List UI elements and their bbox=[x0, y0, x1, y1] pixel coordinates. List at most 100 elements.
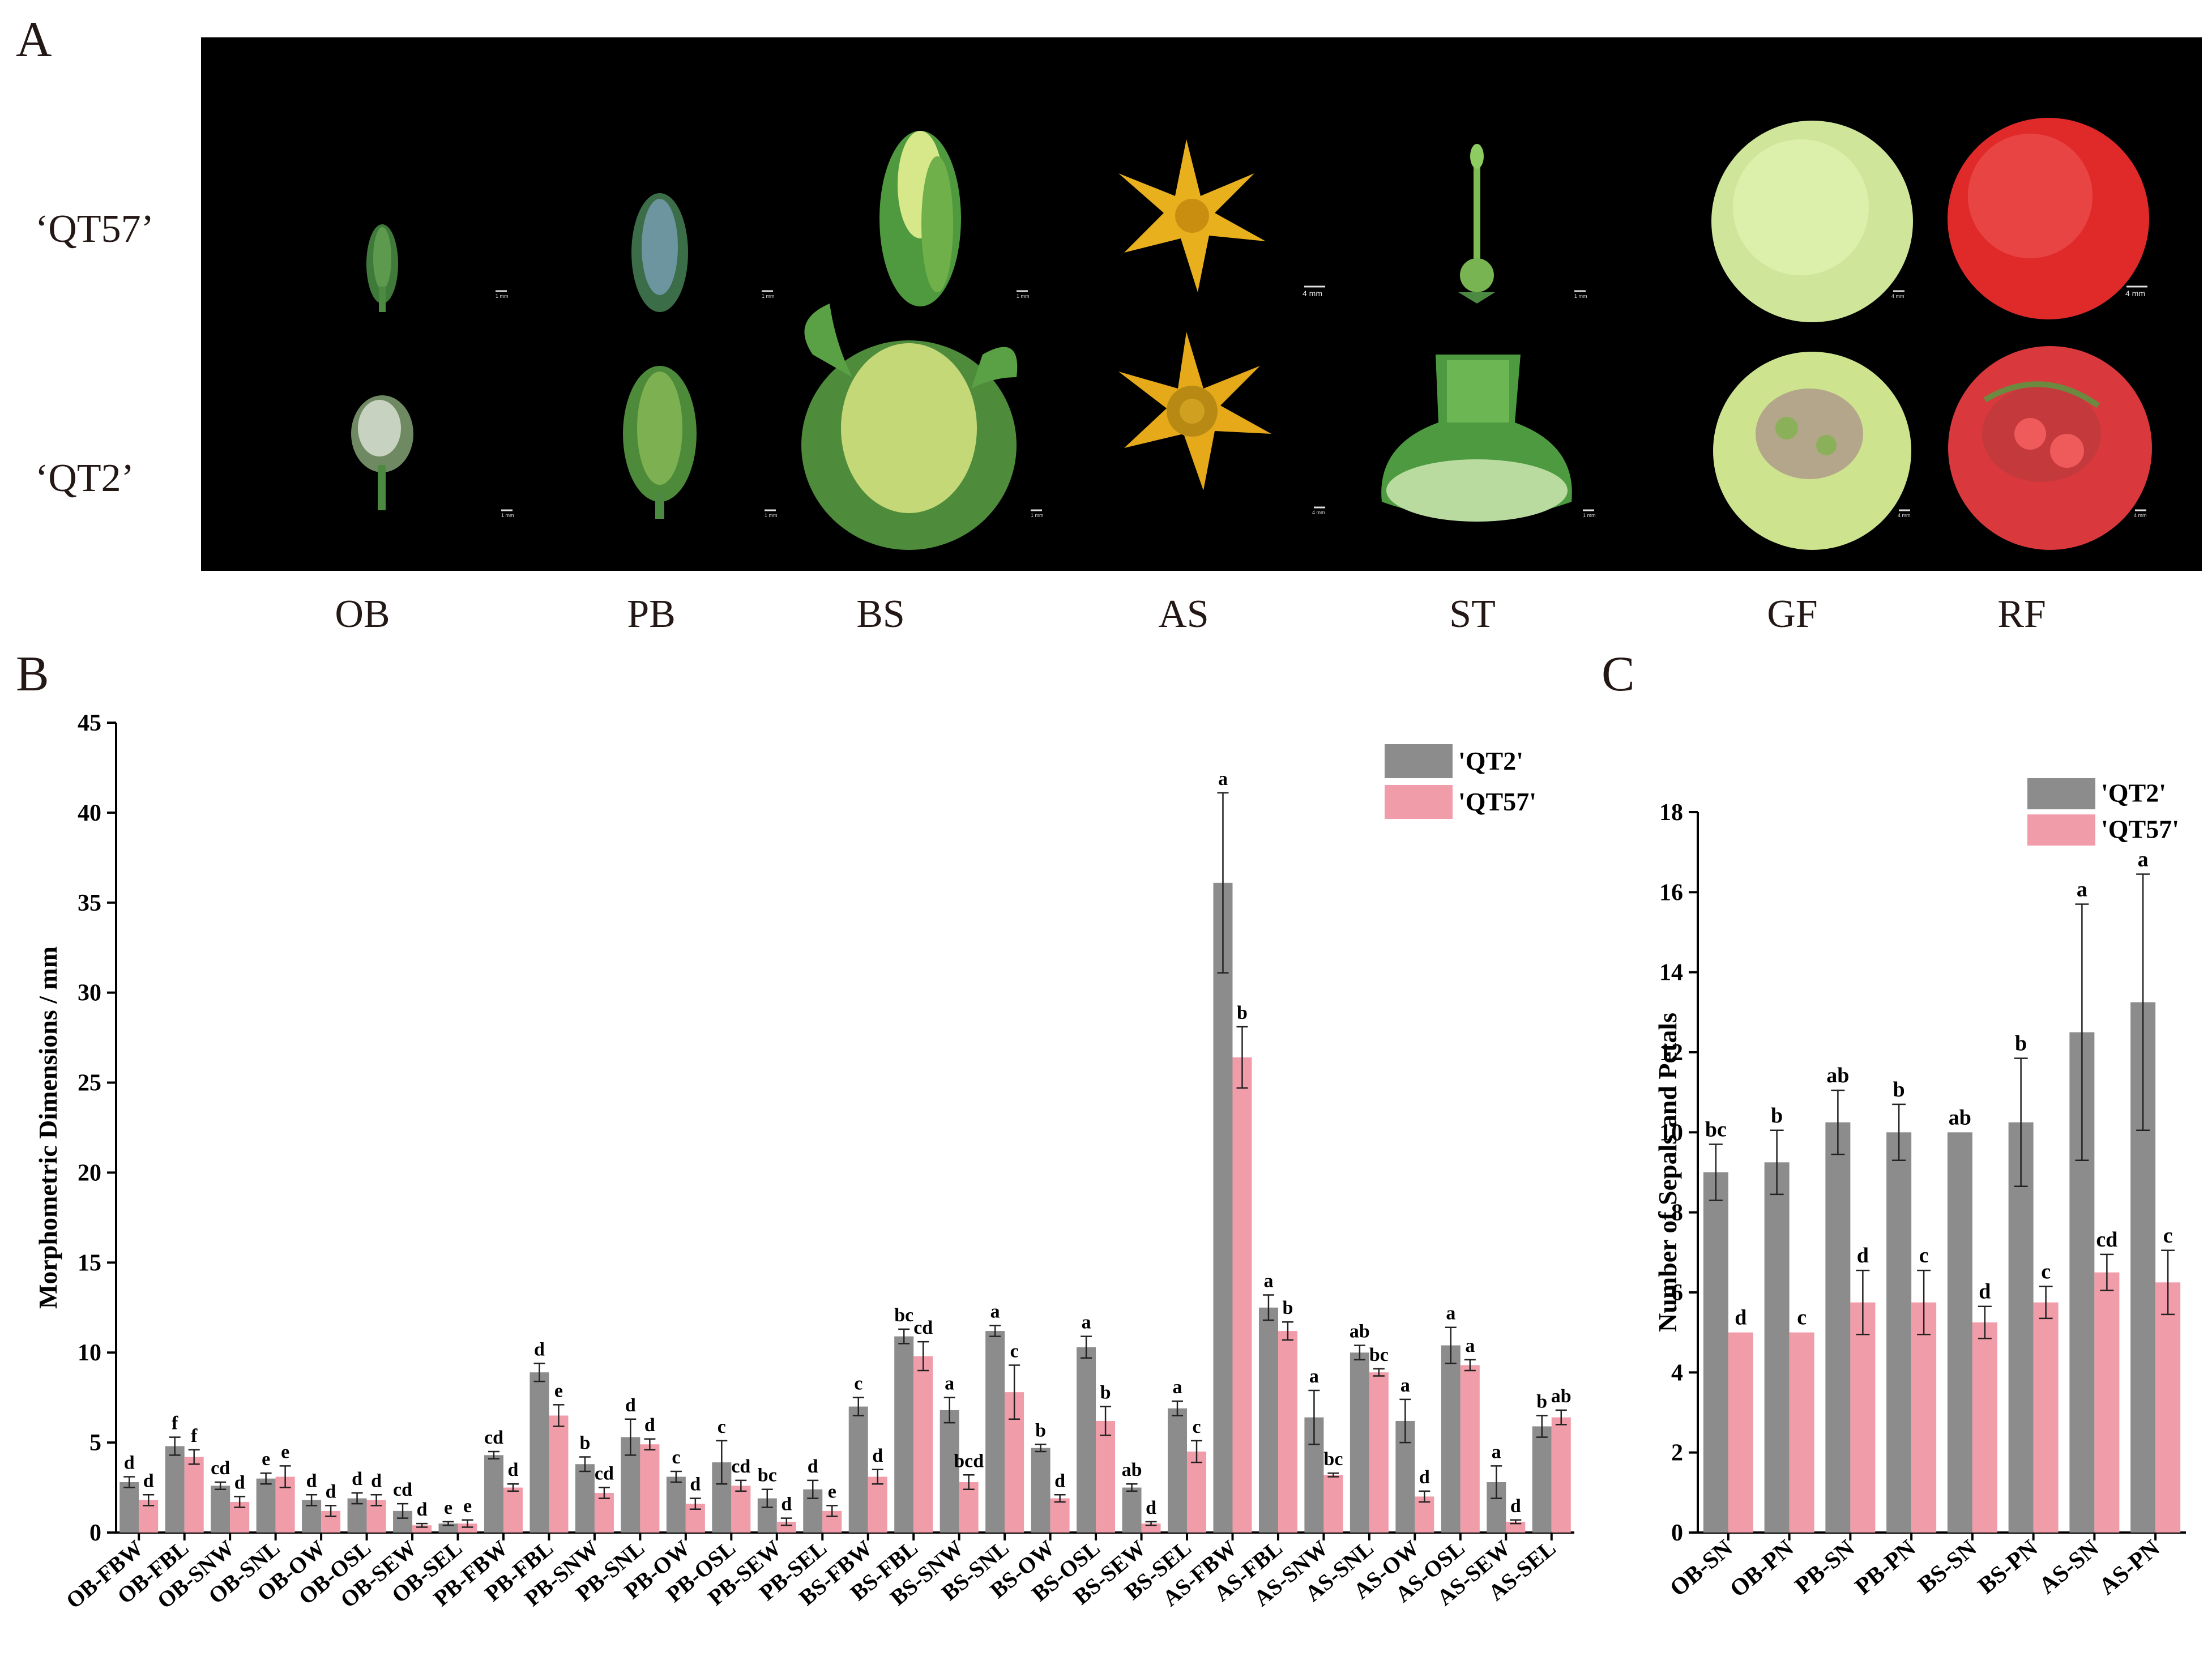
significance-letter: d bbox=[1857, 1244, 1869, 1267]
significance-letter: b bbox=[1771, 1104, 1783, 1128]
bar bbox=[1850, 1302, 1876, 1533]
bar bbox=[985, 1331, 1005, 1533]
specimen-bs-qt2 bbox=[801, 304, 1018, 550]
significance-letter: a bbox=[1082, 1312, 1091, 1333]
bar bbox=[119, 1482, 139, 1533]
x-tick-label: PB-PN bbox=[1850, 1535, 1920, 1600]
specimen-st-qt57 bbox=[1458, 144, 1495, 304]
significance-letter: d bbox=[625, 1395, 636, 1416]
bar bbox=[1187, 1452, 1207, 1533]
bar bbox=[503, 1487, 523, 1533]
bar bbox=[913, 1356, 933, 1533]
y-tick-label: 35 bbox=[78, 890, 101, 916]
scale-label: 4 mm bbox=[2125, 289, 2145, 298]
significance-letter: d bbox=[371, 1470, 382, 1491]
stage-label-rf: RF bbox=[1997, 592, 2046, 636]
bar bbox=[2008, 1122, 2034, 1533]
legend-label: 'QT2' bbox=[2101, 778, 2166, 807]
bar bbox=[575, 1464, 595, 1533]
significance-letter: a bbox=[1309, 1366, 1319, 1387]
significance-letter: cd bbox=[731, 1456, 750, 1477]
bar bbox=[2033, 1302, 2059, 1533]
significance-letter: e bbox=[444, 1497, 452, 1518]
significance-letter: a bbox=[1218, 769, 1228, 789]
chart-b: 0 5 10 15 20 25 30 35 40 45 Morphometric Dimension… bbox=[33, 710, 1574, 1614]
significance-letter: b bbox=[1100, 1382, 1111, 1403]
significance-letter: d bbox=[1510, 1496, 1521, 1517]
significance-letter: a bbox=[1446, 1303, 1455, 1324]
scale-label: 1 mm bbox=[1583, 513, 1596, 518]
bar bbox=[868, 1476, 887, 1533]
significance-letter: d bbox=[234, 1472, 245, 1493]
stage-label-gf: GF bbox=[1767, 592, 1818, 636]
scale-label: 4 mm bbox=[2134, 513, 2147, 518]
bar bbox=[666, 1476, 686, 1533]
bar bbox=[848, 1406, 868, 1533]
bar bbox=[594, 1493, 614, 1533]
significance-letter: e bbox=[554, 1380, 563, 1401]
significance-letter: b bbox=[1893, 1078, 1905, 1102]
legend-swatch bbox=[1385, 785, 1453, 819]
specimen-gf-qt2 bbox=[1713, 352, 1911, 550]
significance-letter: bc bbox=[894, 1305, 913, 1326]
specimen-as-qt57 bbox=[1118, 139, 1266, 292]
significance-letter: d bbox=[1054, 1470, 1065, 1491]
bar bbox=[940, 1410, 959, 1533]
x-tick-label: AS-SN bbox=[2034, 1535, 2104, 1599]
significance-letter: cd bbox=[393, 1479, 412, 1500]
legend-label: 'QT57' bbox=[2101, 814, 2179, 843]
significance-letter: c bbox=[1010, 1341, 1019, 1361]
bar bbox=[1728, 1332, 1753, 1533]
significance-letter: d bbox=[508, 1459, 519, 1480]
bar bbox=[1789, 1332, 1814, 1533]
bar bbox=[2155, 1282, 2181, 1533]
bar bbox=[256, 1478, 276, 1533]
bar bbox=[731, 1486, 751, 1533]
significance-letter: c bbox=[718, 1416, 726, 1437]
bar bbox=[458, 1523, 477, 1533]
significance-letter: ab bbox=[1949, 1106, 1971, 1129]
bar bbox=[1532, 1426, 1552, 1533]
scale-label: 1 mm bbox=[1017, 293, 1030, 299]
bar bbox=[1232, 1057, 1252, 1533]
significance-letter: d bbox=[1979, 1280, 1991, 1304]
x-tick-label: PB-SN bbox=[1790, 1535, 1860, 1599]
significance-letter: e bbox=[281, 1441, 289, 1462]
significance-letter: a bbox=[945, 1373, 954, 1394]
bar bbox=[1911, 1302, 1937, 1533]
y-tick-label: 15 bbox=[78, 1250, 101, 1276]
significance-letter: b bbox=[1035, 1420, 1046, 1441]
y-tick-label: 10 bbox=[78, 1340, 101, 1366]
bar bbox=[529, 1372, 549, 1533]
specimen-pb-qt57 bbox=[631, 193, 688, 312]
significance-letter: c bbox=[854, 1373, 862, 1394]
y-axis-label: Morphometric Dimensions / mm bbox=[33, 946, 62, 1309]
significance-letter: bc bbox=[1369, 1345, 1389, 1365]
bar bbox=[1441, 1345, 1461, 1533]
significance-letter: e bbox=[828, 1481, 836, 1502]
bar bbox=[1703, 1172, 1728, 1533]
bar bbox=[1031, 1448, 1051, 1533]
bar bbox=[776, 1521, 796, 1533]
significance-letter: cd bbox=[2096, 1228, 2117, 1252]
significance-letter: ab bbox=[1122, 1459, 1142, 1480]
significance-letter: a bbox=[1263, 1271, 1273, 1292]
scale-label: 1 mm bbox=[762, 293, 775, 299]
bar bbox=[1077, 1347, 1096, 1533]
y-axis-label: Number of Sepals and Petals bbox=[1653, 1013, 1682, 1332]
significance-letter: bc bbox=[1323, 1449, 1343, 1470]
specimen-pb-qt2 bbox=[623, 366, 697, 519]
scale-label: 1 mm bbox=[1031, 513, 1044, 518]
significance-letter: d bbox=[690, 1474, 701, 1495]
y-tick-label: 25 bbox=[78, 1070, 101, 1096]
row-label-qt57: ‘QT57’ bbox=[35, 207, 154, 251]
significance-letter: a bbox=[2138, 848, 2149, 872]
y-tick-label: 0 bbox=[89, 1520, 101, 1546]
panel-letter-b: B bbox=[16, 647, 49, 702]
legend-swatch bbox=[1385, 744, 1453, 778]
bar bbox=[165, 1446, 185, 1533]
legend-label: 'QT57' bbox=[1458, 787, 1536, 816]
bar bbox=[1050, 1498, 1070, 1533]
significance-letter: a bbox=[990, 1301, 1000, 1322]
significance-letter: b bbox=[2015, 1032, 2027, 1056]
